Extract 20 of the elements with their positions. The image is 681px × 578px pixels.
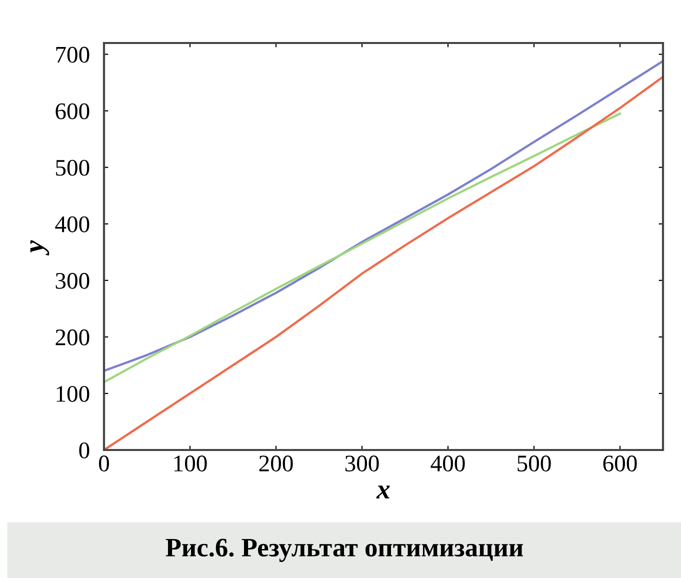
y-tick-label: 0 <box>79 442 90 458</box>
x-tick-label: 500 <box>518 456 551 472</box>
y-tick-label: 600 <box>56 103 90 120</box>
x-tick-label: 0 <box>98 456 110 472</box>
y-tick-label: 500 <box>56 160 90 176</box>
x-tick-label: 200 <box>259 456 293 472</box>
y-tick-label: 100 <box>56 386 90 402</box>
y-tick-label: 300 <box>56 272 90 289</box>
text: Рис.6. Результат оптимизации <box>166 538 523 562</box>
y-tick-label: 700 <box>56 46 90 63</box>
line-series <box>104 60 663 372</box>
x-tick-label: 100 <box>174 456 207 472</box>
x-tick-label: 300 <box>345 456 379 472</box>
x-axis-title: x <box>376 486 390 498</box>
y-tick-label: 400 <box>55 216 90 232</box>
x-tick-label: 400 <box>430 456 465 472</box>
x-tick-label: 600 <box>603 456 637 472</box>
y-tick-label: 200 <box>56 329 90 346</box>
line-series <box>104 112 622 384</box>
y-axis-title: y <box>30 240 50 256</box>
